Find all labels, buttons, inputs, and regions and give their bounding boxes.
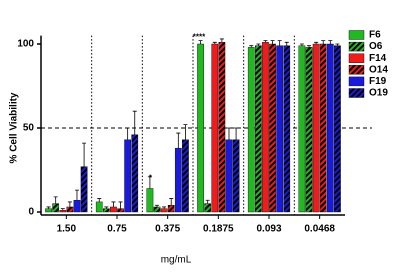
y-tick-label: 100 <box>17 39 34 50</box>
error-bar <box>162 206 167 209</box>
y-axis-label: % Cell Viability <box>9 92 20 163</box>
x-axis-label: mg/mL <box>161 255 192 266</box>
bar <box>131 134 139 213</box>
error-bar <box>176 132 181 149</box>
bar <box>298 45 306 213</box>
x-tick-label: 0.1875 <box>203 224 234 235</box>
error-bar <box>307 45 312 48</box>
error-bar <box>212 41 217 44</box>
x-tick-label: 0.0468 <box>304 224 335 235</box>
y-tick-label: 50 <box>23 123 35 134</box>
error-bar <box>277 40 282 46</box>
error-bar <box>82 142 87 167</box>
error-bar <box>299 43 304 46</box>
error-bar <box>328 40 333 44</box>
error-bar <box>205 199 210 204</box>
bar <box>247 47 255 213</box>
bar <box>269 43 276 213</box>
error-bar <box>183 124 188 140</box>
bar <box>174 147 182 213</box>
bar <box>80 166 88 213</box>
bar <box>59 210 67 213</box>
x-tick-label: 0.375 <box>155 224 180 235</box>
error-bar <box>118 201 123 209</box>
legend-swatch <box>348 30 365 40</box>
bar <box>73 200 81 213</box>
error-bar <box>67 201 72 207</box>
error-bar <box>97 198 102 202</box>
bar <box>326 43 334 213</box>
error-bar <box>321 40 326 44</box>
legend-label: F14 <box>369 53 387 64</box>
bar <box>102 208 110 213</box>
error-bar <box>226 127 231 140</box>
legend-swatch <box>348 65 365 75</box>
legend-swatch <box>348 53 365 63</box>
error-bar <box>219 38 224 43</box>
bar <box>52 203 60 213</box>
error-bar <box>125 127 130 140</box>
x-tick-label: 1.50 <box>57 224 77 235</box>
bar <box>182 139 189 213</box>
legend-label: O14 <box>369 64 388 75</box>
legend-swatch <box>348 88 365 98</box>
error-bar <box>155 204 160 207</box>
error-bar <box>111 201 116 207</box>
bar <box>153 206 161 213</box>
bar <box>225 139 233 213</box>
error-bar <box>249 45 254 48</box>
annotation: * <box>149 174 153 183</box>
bar <box>276 45 284 213</box>
legend-label: F6 <box>369 30 381 41</box>
x-tick-label: 0.75 <box>107 224 127 235</box>
error-bar <box>263 40 268 43</box>
error-bar <box>60 208 65 211</box>
bar <box>305 47 313 213</box>
bar <box>218 42 226 213</box>
bar <box>319 43 327 213</box>
error-bar <box>74 189 79 201</box>
bar <box>254 45 262 213</box>
bar <box>146 188 154 213</box>
y-tick-label: 0 <box>28 207 34 218</box>
error-bar <box>234 127 239 140</box>
error-bar <box>284 41 289 46</box>
bar <box>262 42 269 213</box>
bar <box>66 206 74 213</box>
bar <box>167 205 175 213</box>
error-bar <box>53 196 58 204</box>
error-bar <box>132 110 137 135</box>
bar <box>283 45 291 213</box>
bar <box>334 45 341 213</box>
bar <box>124 139 132 213</box>
error-bar <box>104 206 109 209</box>
bar <box>232 139 240 213</box>
error-bar <box>314 41 319 44</box>
bar <box>45 208 52 213</box>
error-bar <box>46 206 51 209</box>
bar <box>197 43 204 213</box>
bar <box>95 201 103 213</box>
legend-swatch <box>348 41 365 52</box>
legend-label: F19 <box>369 76 387 87</box>
bar <box>312 43 320 213</box>
annotation: **** <box>193 32 206 41</box>
legend-label: O6 <box>369 41 383 52</box>
error-bar <box>198 40 203 44</box>
x-tick-label: 0.093 <box>256 224 281 235</box>
error-bar <box>256 43 261 46</box>
bar <box>204 203 212 213</box>
bar <box>160 208 168 213</box>
legend-swatch <box>348 76 365 87</box>
bar <box>110 206 117 213</box>
legend-label: O19 <box>369 88 388 99</box>
error-bar <box>335 43 340 46</box>
error-bar <box>147 176 152 189</box>
error-bar <box>169 198 174 206</box>
bar <box>211 43 219 213</box>
error-bar <box>270 40 275 44</box>
bar <box>117 208 124 213</box>
